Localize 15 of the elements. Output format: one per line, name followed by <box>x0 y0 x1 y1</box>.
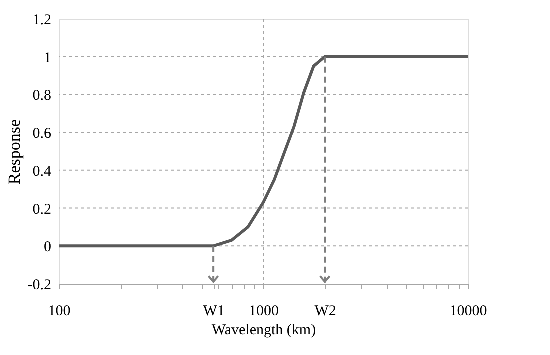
y-tick-label: 0.6 <box>32 126 52 142</box>
y-tick-label: 0.4 <box>32 164 52 180</box>
y-tick-label: 1.2 <box>32 12 52 28</box>
x-tick-label: 10000 <box>450 304 488 320</box>
y-tick-label: 1 <box>44 50 52 66</box>
x-tick-label: 1000 <box>249 304 279 320</box>
y-tick-label: -0.2 <box>28 278 52 294</box>
x-tick-label: W2 <box>314 304 336 320</box>
x-tick-label: 100 <box>48 304 71 320</box>
y-tick-label: 0 <box>44 240 52 256</box>
y-tick-label: 0.2 <box>32 202 52 218</box>
y-axis-title: Response <box>4 119 24 185</box>
x-axis-title: Wavelength (km) <box>212 322 316 338</box>
x-tick-label: W1 <box>203 304 225 320</box>
y-tick-label: 0.8 <box>32 88 52 104</box>
